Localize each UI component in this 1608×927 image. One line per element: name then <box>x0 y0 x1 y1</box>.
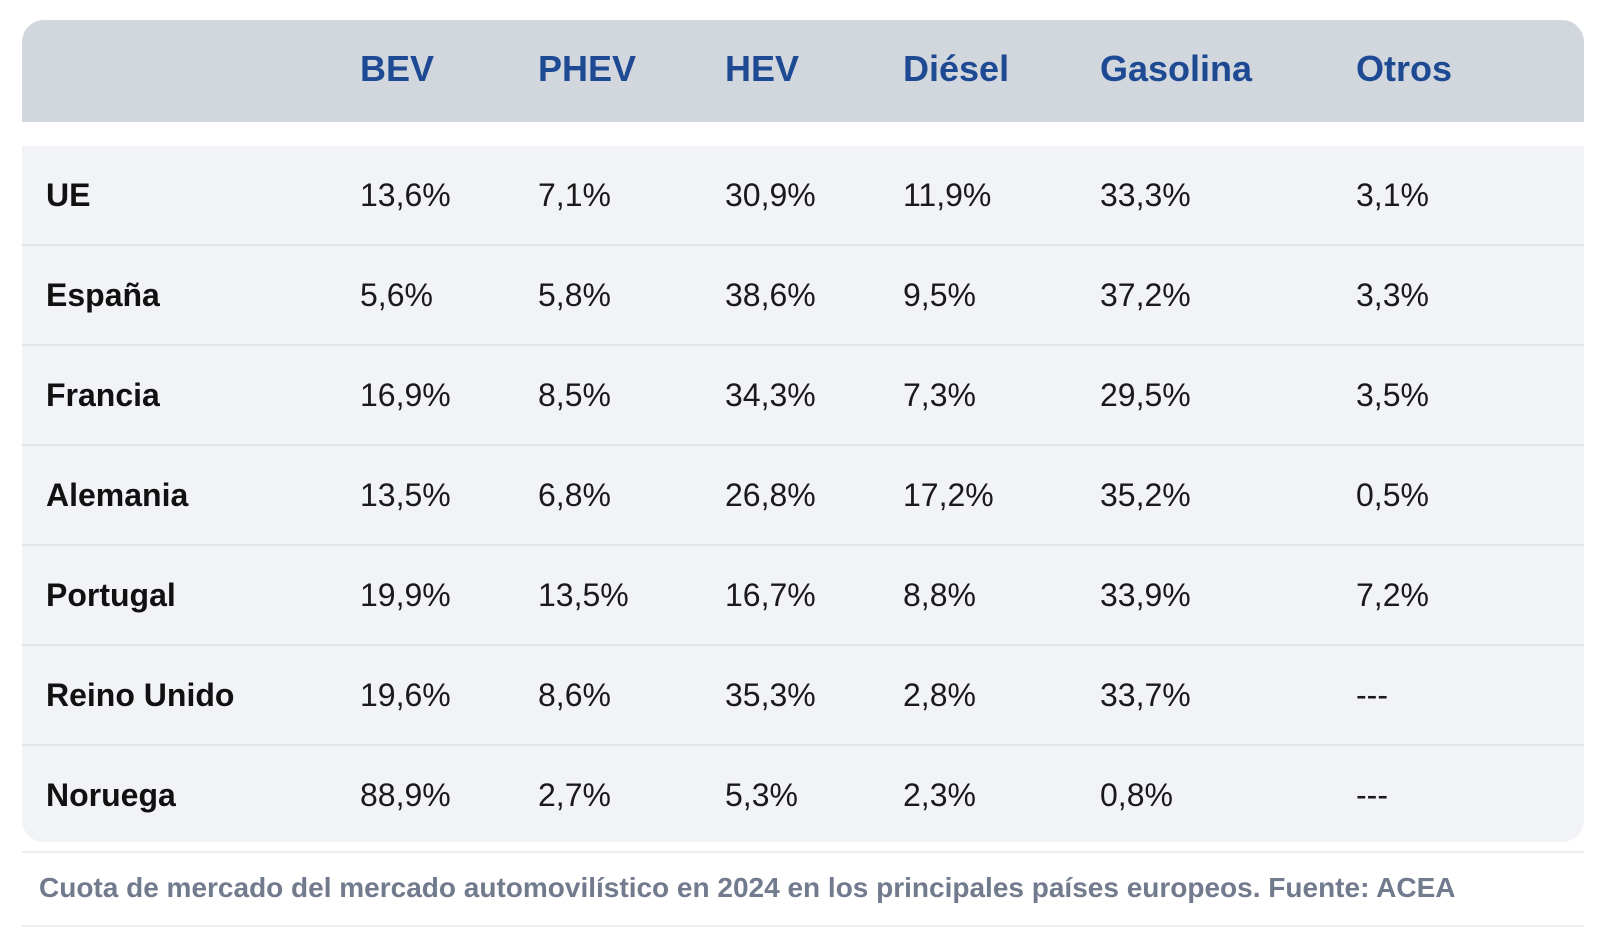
header-cell-otros: Otros <box>1356 48 1453 89</box>
cell-diesel: 7,3% <box>903 377 976 413</box>
cell-phev: 7,1% <box>538 177 611 213</box>
cell-diesel: 2,3% <box>903 777 976 813</box>
cell-hev: 34,3% <box>725 377 816 413</box>
row-country: Alemania <box>46 477 189 513</box>
header-cell-diesel: Diésel <box>903 48 1010 89</box>
table-row: Reino Unido 19,6% 8,6% 35,3% 2,8% 33,7% … <box>22 646 1584 746</box>
header-cell-gasolina: Gasolina <box>1100 48 1253 89</box>
cell-hev: 16,7% <box>725 577 816 613</box>
cell-gasolina: 33,7% <box>1100 677 1191 713</box>
cell-gasolina: 33,3% <box>1100 177 1191 213</box>
cell-bev: 5,6% <box>360 277 433 313</box>
cell-phev: 8,5% <box>538 377 611 413</box>
cell-bev: 16,9% <box>360 377 451 413</box>
table-row: UE 13,6% 7,1% 30,9% 11,9% 33,3% 3,1% <box>22 146 1584 246</box>
row-country: Noruega <box>46 777 176 813</box>
cell-gasolina: 29,5% <box>1100 377 1191 413</box>
cell-otros: 7,2% <box>1356 577 1429 613</box>
cell-gasolina: 0,8% <box>1100 777 1173 813</box>
cell-phev: 6,8% <box>538 477 611 513</box>
cell-hev: 35,3% <box>725 677 816 713</box>
caption-text: Cuota de mercado del mercado automovilís… <box>39 872 1456 903</box>
cell-bev: 19,6% <box>360 677 451 713</box>
cell-otros: 0,5% <box>1356 477 1429 513</box>
cell-diesel: 8,8% <box>903 577 976 613</box>
cell-hev: 26,8% <box>725 477 816 513</box>
table-row: Alemania 13,5% 6,8% 26,8% 17,2% 35,2% 0,… <box>22 446 1584 546</box>
cell-hev: 5,3% <box>725 777 798 813</box>
header-cell-hev: HEV <box>725 48 800 89</box>
row-country: Reino Unido <box>46 677 235 713</box>
table-row: España 5,6% 5,8% 38,6% 9,5% 37,2% 3,3% <box>22 246 1584 346</box>
cell-hev: 38,6% <box>725 277 816 313</box>
cell-otros: --- <box>1356 677 1388 713</box>
cell-otros: --- <box>1356 777 1388 813</box>
cell-bev: 19,9% <box>360 577 451 613</box>
cell-gasolina: 35,2% <box>1100 477 1191 513</box>
header-cell-phev: PHEV <box>538 48 637 89</box>
table-row: Portugal 19,9% 13,5% 16,7% 8,8% 33,9% 7,… <box>22 546 1584 646</box>
table-row: Noruega 88,9% 2,7% 5,3% 2,3% 0,8% --- <box>22 746 1584 842</box>
cell-otros: 3,3% <box>1356 277 1429 313</box>
cell-diesel: 2,8% <box>903 677 976 713</box>
cell-bev: 13,6% <box>360 177 451 213</box>
market-share-table: BEV PHEV HEV Diésel Gasolina Otros UE 13… <box>22 20 1584 842</box>
cell-otros: 3,5% <box>1356 377 1429 413</box>
row-country: UE <box>46 177 91 213</box>
cell-gasolina: 37,2% <box>1100 277 1191 313</box>
cell-diesel: 11,9% <box>903 177 992 213</box>
table-caption: Cuota de mercado del mercado automovilís… <box>22 851 1584 927</box>
cell-phev: 8,6% <box>538 677 611 713</box>
row-country: España <box>46 277 160 313</box>
cell-bev: 13,5% <box>360 477 451 513</box>
cell-gasolina: 33,9% <box>1100 577 1191 613</box>
cell-diesel: 9,5% <box>903 277 976 313</box>
cell-phev: 2,7% <box>538 777 611 813</box>
table-row: Francia 16,9% 8,5% 34,3% 7,3% 29,5% 3,5% <box>22 346 1584 446</box>
row-country: Portugal <box>46 577 176 613</box>
cell-bev: 88,9% <box>360 777 451 813</box>
cell-diesel: 17,2% <box>903 477 994 513</box>
cell-phev: 5,8% <box>538 277 611 313</box>
cell-otros: 3,1% <box>1356 177 1429 213</box>
table-body: UE 13,6% 7,1% 30,9% 11,9% 33,3% 3,1% Esp… <box>22 146 1584 842</box>
cell-phev: 13,5% <box>538 577 629 613</box>
table-header: BEV PHEV HEV Diésel Gasolina Otros <box>22 20 1584 122</box>
header-cell-bev: BEV <box>360 48 435 89</box>
row-country: Francia <box>46 377 160 413</box>
cell-hev: 30,9% <box>725 177 816 213</box>
